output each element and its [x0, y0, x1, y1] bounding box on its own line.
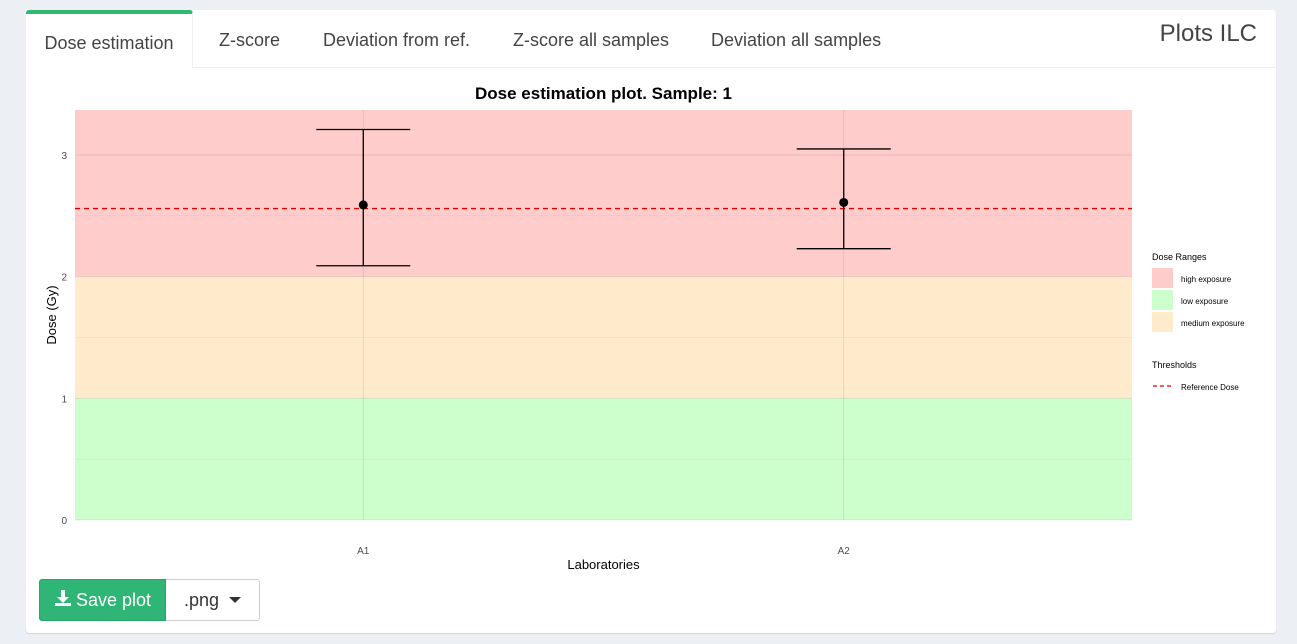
tab-z-score-all-samples[interactable]: Z-score all samples: [513, 30, 670, 50]
x-axis-label: Laboratories: [567, 557, 640, 572]
band-medium-exposure: [75, 276, 1132, 399]
format-value: .png: [184, 589, 220, 610]
y-tick-label: 2: [61, 273, 67, 284]
save-plot-label: Save plot: [76, 589, 152, 610]
download-icon: [54, 589, 72, 612]
y-axis-label: Dose (Gy): [44, 285, 59, 344]
box-title: Plots ILC: [1159, 20, 1257, 47]
band-low-exposure: [75, 398, 1132, 520]
tab-dose-estimation[interactable]: Dose estimation: [26, 10, 193, 68]
format-dropdown[interactable]: .png: [166, 579, 261, 621]
legend-swatch-high-exposure: [1152, 268, 1173, 288]
y-tick-label: 1: [61, 394, 67, 405]
tab-bar: Dose estimation Z-score Deviation from r…: [26, 10, 1276, 68]
band-high-exposure: [75, 110, 1132, 277]
legend-label: Reference Dose: [1181, 383, 1239, 392]
data-point-A1: [358, 200, 368, 210]
x-tick-label: A2: [838, 546, 851, 557]
caret-down-icon: [229, 597, 242, 603]
legend-thresholds-title: Thresholds: [1152, 360, 1197, 370]
legend-label: medium exposure: [1181, 319, 1245, 328]
tab-deviation-from-ref[interactable]: Deviation from ref.: [323, 30, 471, 50]
y-tick-label: 0: [61, 516, 67, 527]
tab-z-score[interactable]: Z-score: [219, 30, 281, 50]
error-bar-A1: [316, 128, 411, 267]
legend-label: high exposure: [1181, 275, 1232, 284]
dose-estimation-chart: 0 1 2 3 A1 A2 Dose estimation plot. Sample: 1 L…: [44, 84, 1245, 572]
legend-swatch-medium-exposure: [1152, 312, 1173, 332]
y-tick-label: 3: [61, 151, 67, 162]
tab-deviation-all-samples[interactable]: Deviation all samples: [711, 30, 882, 50]
save-plot-group: Save plot .png: [39, 579, 261, 621]
x-tick-label: A1: [357, 546, 370, 557]
save-plot-button[interactable]: Save plot: [39, 579, 167, 621]
legend-dose-title: Dose Ranges: [1152, 252, 1207, 262]
data-point-A2: [839, 197, 849, 207]
legend-label: low exposure: [1181, 297, 1229, 306]
chart-title: Dose estimation plot. Sample: 1: [475, 84, 732, 103]
legend-swatch-low-exposure: [1152, 290, 1173, 310]
